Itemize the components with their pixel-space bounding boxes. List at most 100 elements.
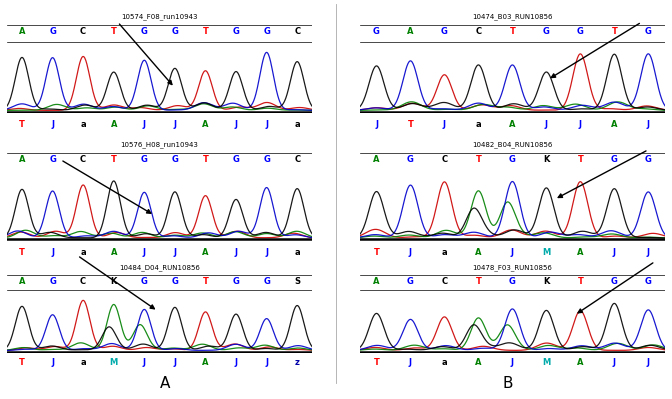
Text: C: C [442, 155, 448, 164]
Text: J: J [173, 120, 176, 129]
Text: T: T [476, 277, 481, 286]
Text: C: C [475, 27, 482, 36]
Text: A: A [407, 27, 414, 36]
Text: T: T [577, 155, 583, 164]
Text: T: T [374, 358, 380, 367]
Text: A: A [475, 358, 482, 367]
Text: J: J [143, 358, 146, 367]
Text: 10484_D04_RUN10856: 10484_D04_RUN10856 [119, 264, 200, 271]
Text: C: C [80, 155, 86, 164]
Text: G: G [645, 155, 652, 164]
Text: T: T [577, 277, 583, 286]
Text: J: J [265, 248, 268, 257]
Text: G: G [407, 155, 414, 164]
Text: 10574_F08_run10943: 10574_F08_run10943 [122, 13, 198, 20]
Text: K: K [543, 155, 550, 164]
Text: A: A [19, 27, 26, 36]
Text: z: z [295, 358, 300, 367]
Text: G: G [171, 155, 178, 164]
Text: B: B [502, 376, 513, 391]
Text: A: A [373, 155, 380, 164]
Text: G: G [373, 27, 380, 36]
Text: G: G [577, 27, 584, 36]
Text: a: a [81, 248, 86, 257]
Text: 10576_H08_run10943: 10576_H08_run10943 [121, 141, 198, 148]
Text: T: T [202, 277, 208, 286]
Text: C: C [80, 27, 86, 36]
Text: C: C [442, 277, 448, 286]
Text: A: A [202, 358, 209, 367]
Text: J: J [265, 120, 268, 129]
Text: G: G [645, 27, 652, 36]
Text: J: J [173, 358, 176, 367]
Text: G: G [141, 27, 148, 36]
Text: G: G [141, 155, 148, 164]
Text: a: a [476, 120, 481, 129]
Text: A: A [110, 120, 117, 129]
Text: J: J [545, 120, 548, 129]
Text: a: a [442, 358, 448, 367]
Text: J: J [235, 358, 237, 367]
Text: G: G [141, 277, 148, 286]
Text: S: S [294, 277, 300, 286]
Text: A: A [202, 248, 209, 257]
Text: 10474_B03_RUN10856: 10474_B03_RUN10856 [472, 13, 552, 20]
Text: T: T [111, 27, 117, 36]
Text: G: G [263, 155, 270, 164]
Text: 10478_F03_RUN10856: 10478_F03_RUN10856 [472, 264, 552, 271]
Text: A: A [202, 120, 209, 129]
Text: A: A [19, 155, 26, 164]
Text: J: J [265, 358, 268, 367]
Text: G: G [263, 27, 270, 36]
Text: T: T [202, 155, 208, 164]
Text: A: A [611, 120, 618, 129]
Text: J: J [409, 358, 412, 367]
Text: J: J [143, 120, 146, 129]
Text: J: J [143, 248, 146, 257]
Text: M: M [110, 358, 118, 367]
Text: J: J [375, 120, 378, 129]
Text: J: J [613, 248, 616, 257]
Text: G: G [171, 27, 178, 36]
Text: M: M [542, 248, 550, 257]
Text: G: G [611, 155, 618, 164]
Text: G: G [611, 277, 618, 286]
Text: T: T [374, 248, 380, 257]
Text: J: J [235, 248, 237, 257]
Text: G: G [645, 277, 652, 286]
Text: A: A [159, 376, 170, 391]
Text: A: A [475, 248, 482, 257]
Text: G: G [49, 277, 56, 286]
Text: J: J [579, 120, 582, 129]
Text: A: A [577, 358, 583, 367]
Text: K: K [543, 277, 550, 286]
Text: A: A [509, 120, 515, 129]
Text: a: a [81, 358, 86, 367]
Text: G: G [49, 155, 56, 164]
Text: A: A [19, 277, 26, 286]
Text: J: J [613, 358, 616, 367]
Text: A: A [577, 248, 583, 257]
Text: G: G [543, 27, 550, 36]
Text: J: J [51, 248, 54, 257]
Text: C: C [294, 155, 300, 164]
Text: a: a [294, 120, 300, 129]
Text: G: G [233, 277, 239, 286]
Text: a: a [294, 248, 300, 257]
Text: T: T [476, 155, 481, 164]
Text: T: T [19, 248, 25, 257]
Text: J: J [646, 120, 650, 129]
Text: J: J [646, 248, 650, 257]
Text: T: T [19, 358, 25, 367]
Text: J: J [51, 358, 54, 367]
Text: G: G [171, 277, 178, 286]
Text: G: G [509, 155, 516, 164]
Text: C: C [294, 27, 300, 36]
Text: a: a [442, 248, 448, 257]
Text: K: K [111, 277, 117, 286]
Text: T: T [612, 27, 618, 36]
Text: T: T [19, 120, 25, 129]
Text: G: G [441, 27, 448, 36]
Text: G: G [233, 27, 239, 36]
Text: J: J [51, 120, 54, 129]
